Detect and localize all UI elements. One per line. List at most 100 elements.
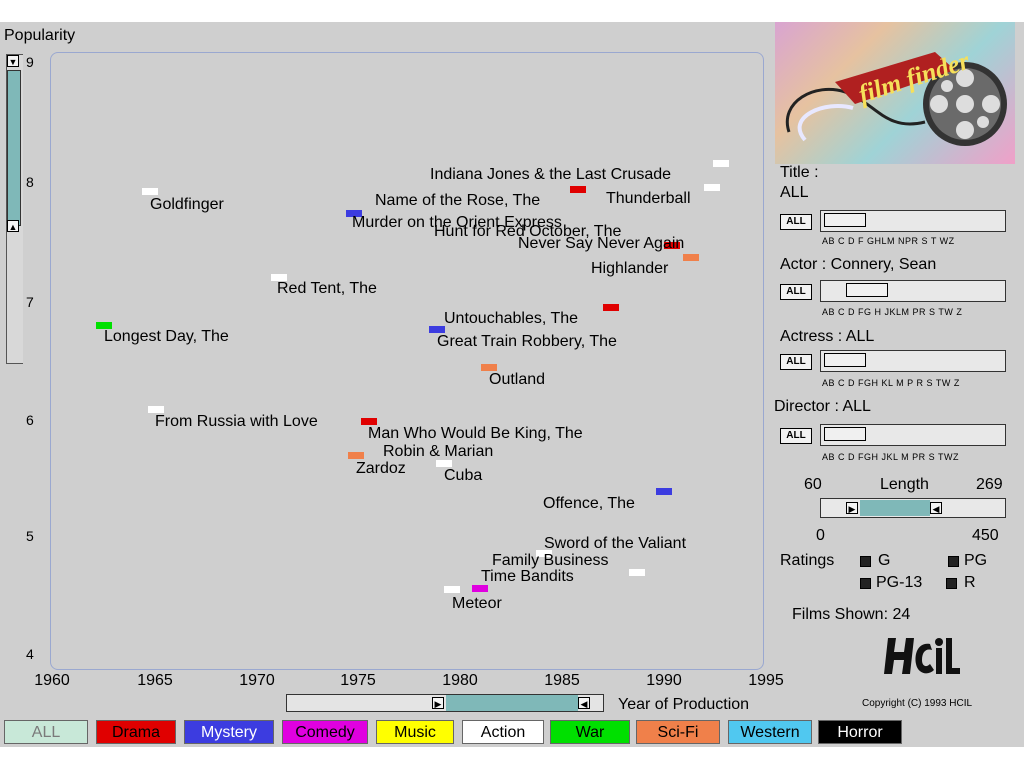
actor-alpha-handle[interactable]: [846, 283, 888, 297]
rating-pg-label: PG: [964, 552, 988, 569]
genre-western-button[interactable]: Western: [728, 720, 812, 744]
film-mark[interactable]: [536, 550, 552, 557]
film-mark[interactable]: [664, 242, 680, 249]
film-mark[interactable]: [656, 488, 672, 495]
film-mark[interactable]: [271, 274, 287, 281]
film-mark[interactable]: [603, 304, 619, 311]
rating-pg13-label: PG-13: [876, 574, 923, 591]
x-tick-label: 1960: [34, 672, 70, 689]
film-mark[interactable]: [348, 452, 364, 459]
length-range-thumb[interactable]: [860, 500, 930, 516]
film-label[interactable]: Robin & Marian: [383, 443, 494, 460]
x-tick-label: 1965: [137, 672, 173, 689]
film-label[interactable]: Longest Day, The: [104, 328, 229, 345]
popularity-slider-down-arrow-icon[interactable]: ▼: [7, 55, 19, 67]
genre-comedy-button[interactable]: Comedy: [282, 720, 368, 744]
length-max: 450: [972, 527, 999, 544]
film-label[interactable]: Goldfinger: [150, 196, 224, 213]
film-label[interactable]: From Russia with Love: [155, 413, 318, 430]
film-mark[interactable]: [472, 585, 488, 592]
popularity-slider-up-arrow-icon[interactable]: ▲: [7, 220, 19, 232]
actress-all-button[interactable]: ALL: [780, 354, 812, 370]
director-alpha-handle[interactable]: [824, 427, 866, 441]
x-tick-label: 1995: [748, 672, 784, 689]
film-label[interactable]: Man Who Would Be King, The: [368, 425, 583, 442]
title-alpha-handle[interactable]: [824, 213, 866, 227]
film-label[interactable]: Hunt for Red October, The: [434, 223, 622, 240]
genre-all-button[interactable]: ALL: [4, 720, 88, 744]
film-mark[interactable]: [148, 406, 164, 413]
rating-pg-checkbox[interactable]: [948, 556, 959, 567]
hcil-logo-icon: [884, 638, 960, 674]
film-label[interactable]: Meteor: [452, 595, 502, 612]
film-mark[interactable]: [713, 160, 729, 167]
film-mark[interactable]: [444, 586, 460, 593]
film-mark[interactable]: [683, 254, 699, 261]
genre-music-button[interactable]: Music: [376, 720, 454, 744]
year-slider-left-handle-icon[interactable]: ▶: [432, 697, 444, 709]
y-tick-label: 7: [26, 294, 34, 310]
director-all-button[interactable]: ALL: [780, 428, 812, 444]
film-mark[interactable]: [481, 364, 497, 371]
film-mark[interactable]: [96, 322, 112, 329]
film-label[interactable]: Highlander: [591, 260, 669, 277]
film-mark[interactable]: [361, 418, 377, 425]
film-label[interactable]: Untouchables, The: [444, 310, 579, 327]
popularity-range-thumb[interactable]: [7, 70, 21, 226]
film-label[interactable]: Outland: [489, 371, 546, 388]
length-slider-left-handle-icon[interactable]: ▶: [846, 502, 858, 514]
film-mark[interactable]: [142, 188, 158, 195]
rating-r-checkbox[interactable]: [946, 578, 957, 589]
ratings-label: Ratings: [780, 552, 835, 569]
director-filter-label: Director : ALL: [774, 398, 871, 415]
genre-scifi-button[interactable]: Sci-Fi: [636, 720, 720, 744]
film-label[interactable]: Offence, The: [543, 495, 635, 512]
film-mark[interactable]: [436, 460, 452, 467]
title-alpha-slider[interactable]: [820, 210, 1006, 232]
length-slider-right-handle-icon[interactable]: ◀: [930, 502, 942, 514]
y-tick-label: 8: [26, 174, 34, 190]
genre-horror-button[interactable]: Horror: [818, 720, 902, 744]
year-range-thumb[interactable]: [446, 695, 578, 711]
length-selected-max: 269: [976, 476, 1003, 493]
actor-all-button[interactable]: ALL: [780, 284, 812, 300]
x-tick-label: 1970: [239, 672, 275, 689]
film-label[interactable]: Murder on the Orient Express: [352, 214, 562, 231]
film-label[interactable]: Cuba: [444, 467, 483, 484]
film-mark[interactable]: [704, 184, 720, 191]
director-alpha-letters: AB C D FGH JKL M PR S TWZ: [822, 452, 960, 462]
film-mark[interactable]: [570, 186, 586, 193]
film-label[interactable]: Great Train Robbery, The: [437, 333, 617, 350]
film-label[interactable]: Sword of the Valiant: [544, 535, 687, 552]
year-slider-right-handle-icon[interactable]: ◀: [578, 697, 590, 709]
rating-pg13-checkbox[interactable]: [860, 578, 871, 589]
film-mark[interactable]: [346, 210, 362, 217]
title-alpha-letters: AB C D F GHLM NPR S T WZ: [822, 236, 955, 246]
film-label[interactable]: Name of the Rose, The: [375, 192, 541, 209]
genre-drama-button[interactable]: Drama: [96, 720, 176, 744]
film-label[interactable]: Never Say Never Again: [518, 235, 685, 252]
actress-alpha-handle[interactable]: [824, 353, 866, 367]
length-label: Length: [880, 476, 929, 493]
film-label[interactable]: Zardoz: [356, 460, 406, 477]
film-label[interactable]: Indiana Jones & the Last Crusade: [430, 166, 672, 183]
rating-g-checkbox[interactable]: [860, 556, 871, 567]
starfield-plot[interactable]: [50, 52, 764, 670]
genre-war-button[interactable]: War: [550, 720, 630, 744]
film-mark[interactable]: [629, 569, 645, 576]
film-mark[interactable]: [429, 326, 445, 333]
genre-mystery-button[interactable]: Mystery: [184, 720, 274, 744]
x-tick-label: 1975: [340, 672, 376, 689]
director-alpha-slider[interactable]: [820, 424, 1006, 446]
popularity-axis-title: Popularity: [4, 27, 76, 44]
actress-alpha-slider[interactable]: [820, 350, 1006, 372]
title-all-button[interactable]: ALL: [780, 214, 812, 230]
film-label[interactable]: Red Tent, The: [277, 280, 377, 297]
genre-action-button[interactable]: Action: [462, 720, 544, 744]
film-label[interactable]: Time Bandits: [481, 568, 574, 585]
film-finder-logo: film finder: [775, 22, 1015, 164]
y-tick-label: 9: [26, 54, 34, 70]
title-filter-value: ALL: [780, 184, 809, 201]
film-label[interactable]: Family Business: [492, 552, 609, 569]
film-label[interactable]: Thunderball: [606, 190, 691, 207]
